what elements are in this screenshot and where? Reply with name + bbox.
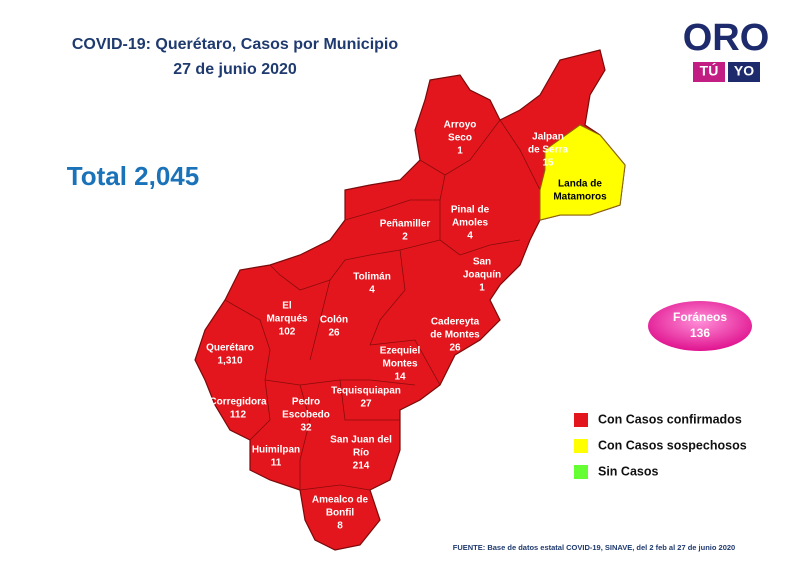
municipio-cases: 112 <box>230 410 247 421</box>
foraneos-cases: 136 <box>690 326 710 340</box>
foraneos-bubble <box>648 301 752 351</box>
municipio-cases: 26 <box>328 328 340 339</box>
municipio-cases: 27 <box>360 399 372 410</box>
title: COVID-19: Querétaro, Casos por Municipio <box>72 36 399 53</box>
municipio-border <box>419 119 501 176</box>
source: FUENTE: Base de datos estatal COVID-19, … <box>453 543 735 552</box>
legend-swatch <box>574 439 588 453</box>
municipio-border <box>299 384 311 490</box>
municipio-cases: 102 <box>279 327 296 338</box>
municipio-name: San <box>473 257 491 268</box>
municipio-name: Landa de <box>558 179 602 190</box>
municipio-name: Peñamiller <box>380 219 431 230</box>
municipio-name: Tequisquiapan <box>331 386 401 397</box>
logo-box <box>693 62 725 82</box>
municipio-name: Pedro <box>292 397 320 408</box>
logo-left: TÚ <box>700 62 719 79</box>
municipio-name: Amealco de <box>312 495 369 506</box>
state-outline <box>194 49 626 551</box>
municipio-name: Ezequiel <box>380 346 421 357</box>
municipio-name: Seco <box>448 133 472 144</box>
municipio-name: Huimilpan <box>252 445 300 456</box>
municipio-name: Montes <box>383 359 418 370</box>
date: 27 de junio 2020 <box>173 61 297 78</box>
municipio-name: Amoles <box>452 218 489 229</box>
municipio-cases: 1,310 <box>217 356 242 367</box>
municipio-cases: 2 <box>402 232 408 243</box>
municipio-cases: 4 <box>369 285 375 296</box>
municipio-border <box>329 239 441 281</box>
municipio-border <box>299 484 371 491</box>
logo-top: ORO <box>683 17 770 59</box>
legend-label: Con Casos sospechosos <box>598 438 747 452</box>
municipio-name: Jalpan <box>532 132 564 143</box>
municipio-name: Joaquín <box>463 270 501 281</box>
municipio-name: El <box>282 301 292 312</box>
municipio-name: Tolimán <box>353 272 391 283</box>
municipio-cases: 1 <box>457 146 463 157</box>
municipio-cases: 32 <box>300 423 312 434</box>
municipio-name: Querétaro <box>206 343 254 354</box>
municipio-name: Río <box>353 448 369 459</box>
logo: ORO TÚ YO <box>683 17 770 82</box>
municipio-cases: 15 <box>542 158 554 169</box>
municipio-border <box>309 279 331 361</box>
municipio-cases: 4 <box>467 231 473 242</box>
municipio-border <box>439 174 461 256</box>
legend: Con Casos confirmados Con Casos sospechos… <box>574 412 747 479</box>
legend-swatch <box>574 413 588 427</box>
municipio-cases: 14 <box>394 372 406 383</box>
municipio-name: Arroyo <box>444 120 477 131</box>
municipio-name: Marqués <box>266 314 308 325</box>
municipio-border <box>224 299 271 381</box>
municipio-name: de Serra <box>528 145 568 156</box>
municipio-border <box>269 264 331 291</box>
logo-box <box>728 62 760 82</box>
municipio-border <box>459 239 521 256</box>
total: Total 2,045 <box>67 161 199 191</box>
municipio-border <box>249 379 271 441</box>
municipio-cases: 1 <box>479 283 485 294</box>
municipio-name: Bonfil <box>326 508 355 519</box>
municipio-border <box>369 249 406 346</box>
municipio-cases: 214 <box>353 461 370 472</box>
municipio-cases: 11 <box>271 458 282 469</box>
municipio-name: Pinal de <box>451 205 490 216</box>
municipio-cases: 8 <box>337 521 343 532</box>
municipio-name: Escobedo <box>282 410 330 421</box>
map: Arroyo Seco 1 Jalpan de Serra 15 Landa de Matam… <box>194 49 626 551</box>
municipio-name: Matamoros <box>553 192 607 203</box>
municipio-border <box>339 379 400 421</box>
municipio-name: San Juan del <box>330 435 392 446</box>
legend-swatch <box>574 465 588 479</box>
municipio-name: de Montes <box>430 330 480 341</box>
municipio-border <box>344 199 440 221</box>
municipio-name: Corregidora <box>209 397 267 408</box>
logo-right: YO <box>734 63 754 79</box>
municipio-border <box>369 339 441 386</box>
foraneos-label: Foráneos <box>673 310 727 324</box>
legend-label: Con Casos confirmados <box>598 412 742 426</box>
municipio-area <box>539 124 626 221</box>
municipio-name: Cadereyta <box>431 317 480 328</box>
municipio-name: Colón <box>320 315 348 326</box>
municipio-cases: 26 <box>449 343 461 354</box>
legend-label: Sin Casos <box>598 464 658 478</box>
